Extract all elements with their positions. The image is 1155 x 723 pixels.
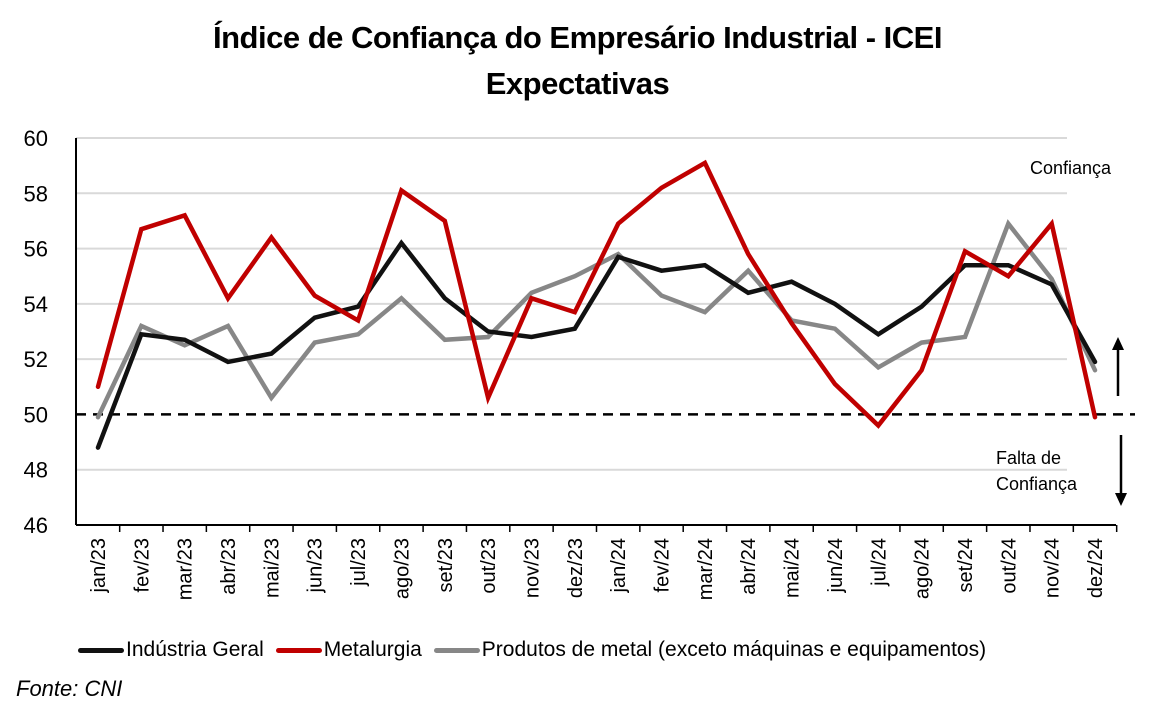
x-tick-label: ago/24 [912, 538, 934, 599]
x-tick-label: mai/24 [782, 538, 804, 598]
annotation-confianca: Confiança [1030, 158, 1112, 178]
x-tick-label: jan/24 [608, 538, 630, 594]
annotation-confianca-below: Confiança [996, 474, 1078, 494]
y-tick-label: 46 [24, 513, 48, 538]
legend-swatch-industria-geral [78, 647, 124, 653]
x-tick-label: dez/23 [565, 538, 587, 598]
series-line-produtos-de-metal [95, 219, 1098, 420]
x-tick-label: out/23 [478, 538, 500, 594]
legend: Indústria Geral Metalurgia Produtos de m… [78, 638, 998, 662]
x-tick-label: set/23 [435, 538, 457, 592]
y-tick-label: 48 [24, 458, 48, 483]
legend-swatch-produtos-de-metal [433, 647, 480, 653]
x-tick-label: jul/24 [868, 538, 890, 587]
x-tick-label: nov/24 [1042, 538, 1064, 598]
legend-label: Indústria Geral [126, 638, 264, 661]
series-line-industria-geral [95, 239, 1098, 450]
annotation-falta-de: Falta de [996, 448, 1062, 468]
x-tick-label: mai/23 [261, 538, 283, 598]
y-tick-label: 56 [24, 237, 48, 262]
series-line-metalurgia [95, 159, 1098, 429]
x-tick-label: jun/24 [825, 538, 847, 594]
arrow-up-icon [1112, 337, 1124, 350]
y-tick-label: 60 [24, 126, 48, 151]
x-tick-label: jan/23 [88, 538, 110, 594]
x-tick-label: out/24 [998, 538, 1020, 594]
legend-swatch-metalurgia [275, 647, 322, 653]
arrow-down-icon [1115, 493, 1127, 506]
y-tick-label: 54 [24, 292, 48, 317]
x-tick-label: abr/24 [738, 538, 760, 595]
legend-label: Produtos de metal (exceto máquinas e equ… [481, 638, 987, 661]
y-tick-label: 52 [24, 347, 48, 372]
x-tick-label: dez/24 [1085, 538, 1107, 598]
x-tick-label: jul/23 [348, 538, 370, 587]
chart-title: Índice de Confiança do Empresário Indust… [213, 20, 942, 55]
x-tick-label: mar/24 [695, 538, 717, 600]
legend-item-industria-geral: Indústria Geral [78, 638, 264, 662]
legend-item-metalurgia: Metalurgia [275, 638, 422, 662]
chart-subtitle: Expectativas [485, 66, 670, 101]
x-tick-label: jun/23 [305, 538, 327, 594]
legend-item-produtos-de-metal: Produtos de metal (exceto máquinas e equ… [433, 638, 987, 662]
x-tick-label: nov/23 [521, 538, 543, 598]
x-tick-label: set/24 [955, 538, 977, 592]
y-tick-label: 58 [24, 181, 48, 206]
x-tick-label: fev/24 [652, 538, 674, 592]
x-tick-label: fev/23 [131, 538, 153, 592]
x-tick-label: abr/23 [218, 538, 240, 595]
y-tick-label: 50 [24, 402, 48, 427]
source-note: Fonte: CNI [16, 676, 123, 701]
x-tick-label: mar/23 [175, 538, 197, 600]
x-tick-label: ago/23 [391, 538, 413, 599]
legend-label: Metalurgia [323, 638, 422, 661]
